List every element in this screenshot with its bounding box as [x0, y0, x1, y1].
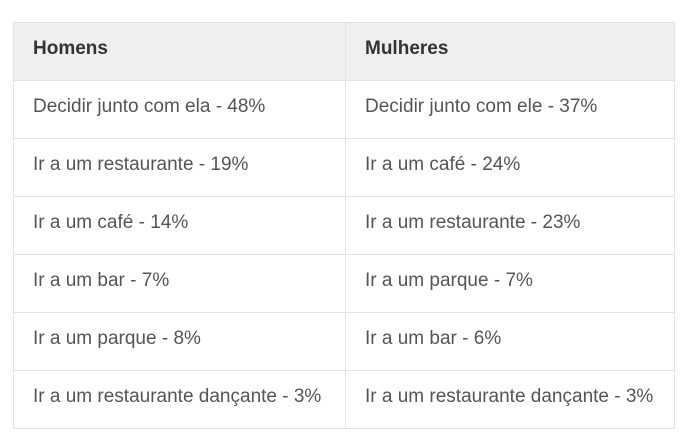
cell-mulheres-2: Ir a um café - 24%: [345, 138, 675, 197]
cell-mulheres-4: Ir a um parque - 7%: [345, 254, 675, 313]
cell-homens-4: Ir a um bar - 7%: [13, 254, 346, 313]
cell-homens-5: Ir a um parque - 8%: [13, 312, 346, 371]
table-row: Ir a um bar - 7% Ir a um parque - 7%: [13, 254, 675, 313]
table-row: Decidir junto com ela - 48% Decidir junt…: [13, 80, 675, 139]
table-row: Ir a um restaurante dançante - 3% Ir a u…: [13, 370, 675, 429]
header-row: Homens Mulheres: [13, 22, 675, 81]
table-row: Ir a um parque - 8% Ir a um bar - 6%: [13, 312, 675, 371]
survey-table: Homens Mulheres Decidir junto com ela - …: [13, 22, 675, 429]
table-row: Ir a um restaurante - 19% Ir a um café -…: [13, 138, 675, 197]
cell-homens-1: Decidir junto com ela - 48%: [13, 80, 346, 139]
cell-homens-2: Ir a um restaurante - 19%: [13, 138, 346, 197]
cell-homens-3: Ir a um café - 14%: [13, 196, 346, 255]
cell-mulheres-1: Decidir junto com ele - 37%: [345, 80, 675, 139]
table-row: Ir a um café - 14% Ir a um restaurante -…: [13, 196, 675, 255]
column-header-mulheres: Mulheres: [345, 22, 675, 81]
cell-mulheres-5: Ir a um bar - 6%: [345, 312, 675, 371]
cell-mulheres-6: Ir a um restaurante dançante - 3%: [345, 370, 675, 429]
cell-homens-6: Ir a um restaurante dançante - 3%: [13, 370, 346, 429]
cell-mulheres-3: Ir a um restaurante - 23%: [345, 196, 675, 255]
column-header-homens: Homens: [13, 22, 346, 81]
